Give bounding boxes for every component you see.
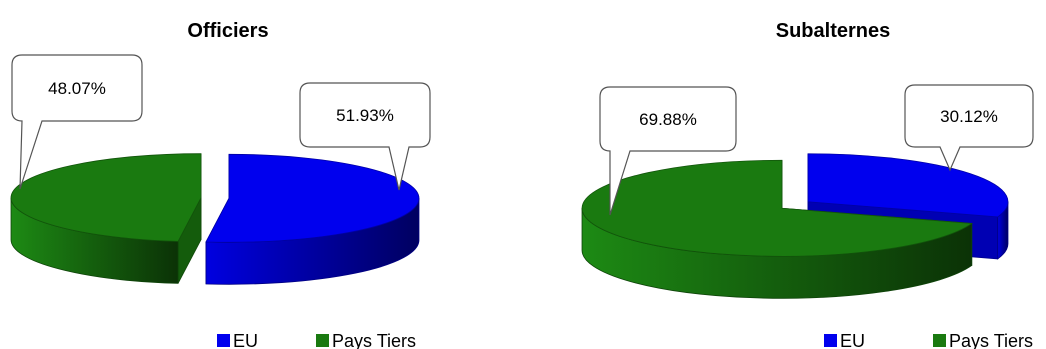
legend-label-pays-tiers: Pays Tiers — [332, 331, 416, 349]
data-label-callout: 51.93% — [299, 82, 431, 191]
callout-box — [11, 54, 143, 190]
chart-title: Officiers — [187, 20, 268, 42]
pie-slice-eu — [205, 153, 420, 285]
chart-title: Subalternes — [776, 20, 890, 42]
data-label-callout: 48.07% — [11, 54, 143, 190]
data-label-callout: 69.88% — [599, 86, 737, 216]
data-label: 69.88% — [639, 110, 697, 129]
legend-swatch-pays-tiers — [316, 334, 329, 347]
pie-chart-officiers: Officiers 51.93% 48.07% EU Pays Tiers — [10, 20, 431, 349]
callout-box — [904, 84, 1034, 172]
data-label: 51.93% — [336, 106, 394, 125]
callout-box — [599, 86, 737, 216]
pie-area: 30.12% 69.88% — [581, 84, 1034, 299]
legend: EU Pays Tiers — [217, 331, 416, 349]
pie-chart-subalternes: Subalternes 30.12% 69.88% EU Pays Tiers — [581, 20, 1034, 349]
legend: EU Pays Tiers — [824, 331, 1033, 349]
data-label: 30.12% — [940, 107, 998, 126]
data-label: 48.07% — [48, 79, 106, 98]
pie-slice-top — [10, 153, 202, 242]
pie-area: 51.93% 48.07% — [10, 54, 431, 285]
data-label-callout: 30.12% — [904, 84, 1034, 172]
legend-label-eu: EU — [233, 331, 258, 349]
pie-slice-pays-tiers — [10, 153, 202, 284]
pie-slice-pays-tiers — [581, 159, 973, 299]
legend-swatch-eu — [824, 334, 837, 347]
pie-slice-top — [581, 159, 973, 257]
legend-swatch-eu — [217, 334, 230, 347]
legend-label-eu: EU — [840, 331, 865, 349]
legend-swatch-pays-tiers — [933, 334, 946, 347]
legend-label-pays-tiers: Pays Tiers — [949, 331, 1033, 349]
pie-slice-top — [807, 153, 1009, 218]
callout-box — [299, 82, 431, 191]
pie-slice-top — [205, 153, 420, 243]
